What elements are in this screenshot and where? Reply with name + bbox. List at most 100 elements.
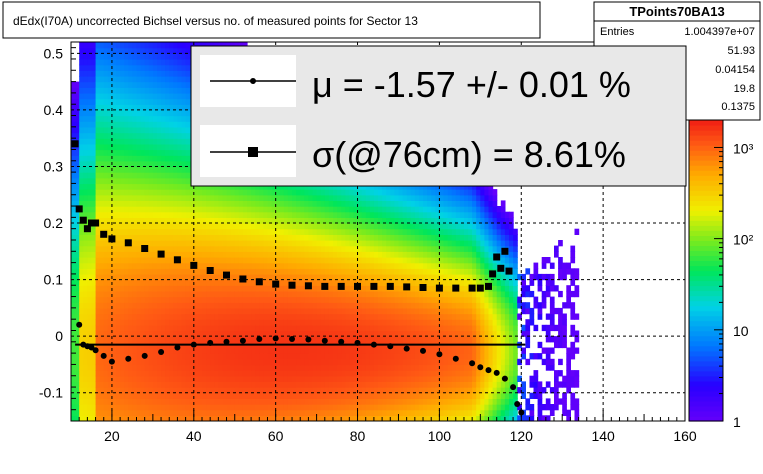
- heatmap-cell: [124, 330, 129, 337]
- heatmap-cell: [120, 183, 125, 190]
- heatmap-cell: [83, 234, 88, 241]
- heatmap-cell: [116, 257, 121, 264]
- heatmap-cell: [91, 98, 97, 105]
- heatmap-cell: [267, 296, 273, 303]
- heatmap-cell: [353, 262, 359, 269]
- heatmap-cell: [193, 211, 199, 218]
- heatmap-cell: [157, 177, 162, 185]
- heatmap-cell: [197, 206, 203, 213]
- heatmap-cell: [251, 285, 256, 292]
- heatmap-cell: [328, 240, 334, 247]
- heatmap-cell: [124, 313, 129, 320]
- heatmap-cell: [242, 268, 248, 275]
- heatmap-cell: [304, 189, 309, 196]
- heatmap-cell: [152, 155, 158, 162]
- heatmap-cell: [378, 211, 383, 218]
- heatmap-cell: [157, 257, 162, 264]
- heatmap-cell: [103, 290, 109, 298]
- heatmap-cell: [287, 223, 293, 230]
- heatmap-cell: [87, 160, 93, 168]
- heatmap-cell: [173, 319, 178, 326]
- heatmap-cell: [140, 415, 146, 421]
- heatmap-cell: [247, 358, 252, 366]
- heatmap-cell: [296, 313, 301, 320]
- heatmap-cell: [152, 217, 158, 224]
- heatmap-cell: [169, 336, 174, 343]
- heatmap-cell: [103, 160, 109, 168]
- heatmap-cell: [75, 177, 80, 185]
- heatmap-cell: [349, 223, 354, 230]
- heatmap-cell: [333, 257, 338, 264]
- heatmap-cell: [226, 279, 232, 286]
- heatmap-cell: [140, 70, 146, 77]
- heatmap-cell: [124, 64, 129, 71]
- heatmap-cell: [337, 228, 342, 235]
- heatmap-cell: [255, 223, 260, 230]
- heatmap-cell: [279, 415, 285, 421]
- heatmap-cell: [202, 324, 207, 332]
- heatmap-cell: [238, 381, 244, 388]
- heatmap-cell: [287, 415, 293, 421]
- heatmap-cell: [324, 228, 330, 235]
- heatmap-cell: [169, 375, 174, 382]
- heatmap-cell: [173, 132, 178, 139]
- heatmap-cell: [120, 200, 125, 207]
- heatmap-cell: [357, 200, 363, 207]
- heatmap-cell: [157, 240, 162, 247]
- heatmap-cell: [71, 347, 76, 354]
- heatmap-cell: [83, 143, 88, 151]
- heatmap-cell: [324, 398, 330, 405]
- heatmap-cell: [255, 245, 260, 252]
- heatmap-cell: [79, 92, 84, 100]
- heatmap-cell: [87, 211, 93, 218]
- heatmap-cell: [230, 268, 236, 275]
- heatmap-cell: [116, 279, 121, 286]
- heatmap-cell: [87, 336, 93, 343]
- heatmap-cell: [304, 330, 309, 337]
- heatmap-cell: [116, 217, 121, 224]
- heatmap-cell: [386, 296, 391, 303]
- heatmap-cell: [148, 155, 154, 162]
- heatmap-cell: [247, 211, 252, 218]
- heatmap-cell: [361, 347, 367, 354]
- heatmap-cell: [345, 279, 350, 286]
- heatmap-cell: [140, 59, 146, 66]
- heatmap-cell: [132, 245, 138, 252]
- heatmap-cell: [91, 177, 97, 185]
- heatmap-cell: [279, 290, 285, 298]
- heatmap-cell: [365, 347, 371, 354]
- heatmap-cell: [353, 324, 359, 332]
- heatmap-cell: [152, 313, 158, 320]
- heatmap-cell: [353, 358, 359, 366]
- heatmap-cell: [99, 392, 105, 399]
- heatmap-cell: [386, 234, 391, 241]
- heatmap-cell: [320, 409, 326, 416]
- heatmap-cell: [87, 47, 93, 54]
- heatmap-cell: [148, 104, 154, 111]
- heatmap-cell: [99, 330, 105, 337]
- heatmap-cell: [283, 245, 289, 252]
- heatmap-cell: [111, 200, 117, 207]
- heatmap-cell: [345, 370, 350, 377]
- heatmap-cell: [177, 404, 183, 411]
- heatmap-cell: [202, 290, 207, 298]
- heatmap-cell: [99, 319, 105, 326]
- heatmap-cell: [267, 307, 273, 315]
- heatmap-cell: [144, 166, 150, 173]
- heatmap-cell: [333, 336, 338, 343]
- heatmap-cell: [300, 302, 305, 309]
- heatmap-cell: [197, 223, 203, 230]
- heatmap-cell: [165, 64, 170, 71]
- heatmap-cell: [300, 217, 305, 224]
- heatmap-cell: [177, 296, 183, 303]
- heatmap-cell: [83, 347, 88, 354]
- heatmap-cell: [316, 262, 322, 269]
- heatmap-cell: [99, 279, 105, 286]
- heatmap-cell: [177, 375, 183, 382]
- heatmap-cell: [185, 228, 191, 235]
- heatmap-cell: [312, 251, 318, 258]
- heatmap-cell: [152, 251, 158, 258]
- heatmap-cell: [71, 149, 76, 156]
- heatmap-cell: [116, 409, 121, 416]
- heatmap-cell: [128, 81, 133, 88]
